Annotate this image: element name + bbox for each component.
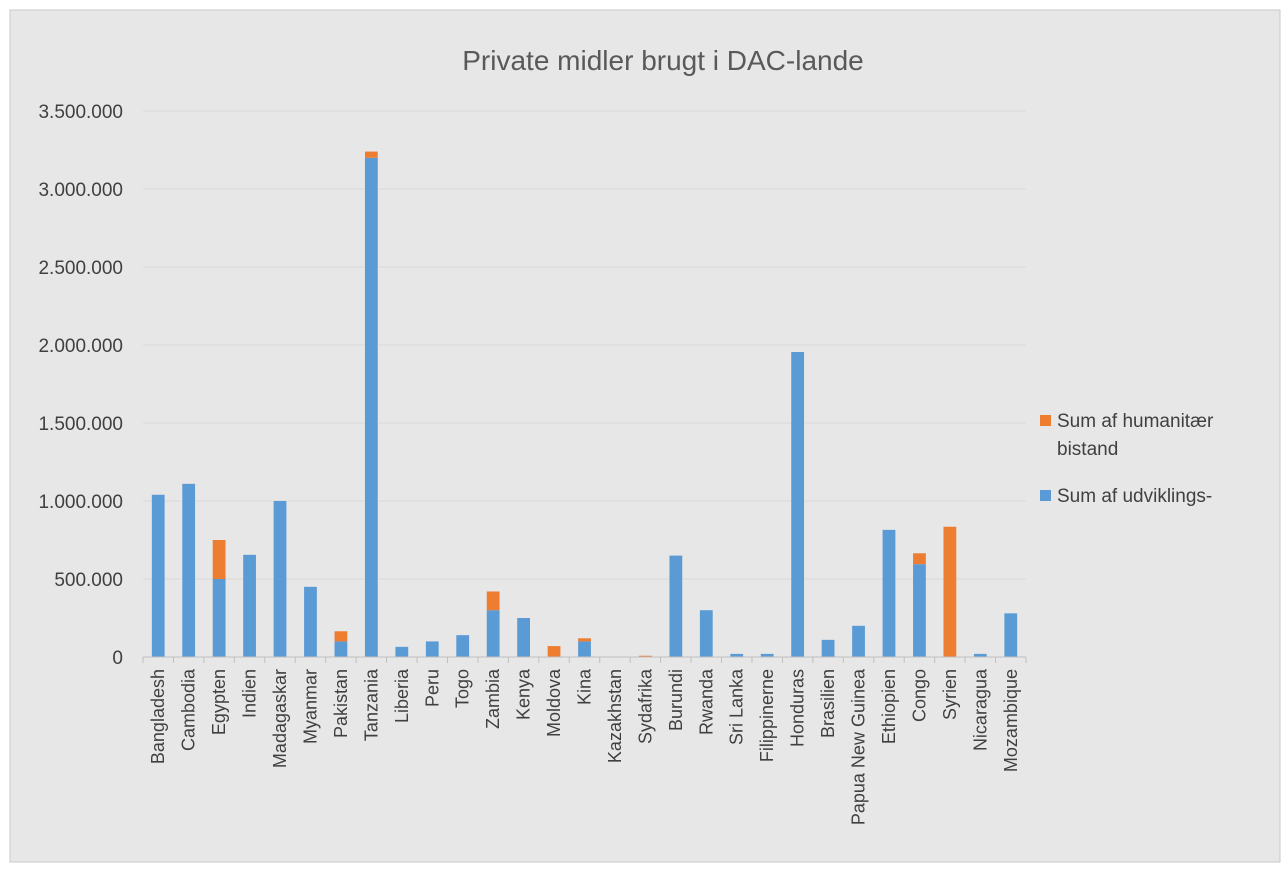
legend-label: bistand	[1057, 439, 1118, 460]
x-tick-label: Kazakhstan	[605, 669, 625, 763]
y-tick-label: 2.000.000	[38, 336, 123, 357]
bars	[151, 151, 1018, 658]
bar-udviklings-22	[821, 639, 835, 657]
x-axis-tick-labels: Bangladesh Cambodia Egypten Indien Madagaska…	[148, 668, 1021, 825]
bar-udviklings-9	[425, 641, 439, 657]
x-tick-label: Kina	[575, 668, 595, 705]
gridlines	[143, 110, 1026, 580]
bar-humanitaer-11	[486, 591, 500, 611]
x-tick-label: Indien	[240, 669, 260, 718]
bar-udviklings-5	[304, 586, 317, 657]
x-tick-label: Bangladesh	[148, 669, 168, 764]
x-tick-label: Papua New Guinea	[849, 668, 869, 825]
y-tick-label: 3.000.000	[38, 180, 123, 201]
x-tick-label: Egypten	[209, 669, 229, 735]
x-tick-label: Tanzania	[361, 668, 381, 741]
x-tick-label: Ethiopien	[879, 669, 899, 744]
x-tick-label: Filippinerne	[757, 669, 777, 762]
x-tick-label: Peru	[422, 669, 442, 707]
bar-udviklings-23	[852, 625, 865, 657]
x-tick-label: Pakistan	[331, 669, 351, 738]
bar-udviklings-20	[760, 653, 774, 657]
y-tick-label: 0	[112, 648, 123, 669]
y-tick-label: 2.500.000	[38, 258, 123, 279]
y-tick-label: 1.500.000	[38, 414, 123, 435]
bar-udviklings-7	[364, 157, 378, 658]
bar-udviklings-0	[151, 494, 165, 657]
legend-swatch	[1040, 490, 1051, 501]
bar-udviklings-12	[517, 618, 530, 657]
bar-udviklings-6	[334, 641, 348, 657]
bar-udviklings-4	[273, 501, 287, 657]
x-tick-label: Myanmar	[300, 669, 320, 744]
legend: Sum af humanitær bistand Sum af udviklings…	[1040, 411, 1214, 507]
x-tick-label: Zambia	[483, 668, 503, 729]
bar-udviklings-11	[486, 610, 500, 657]
legend-label: Sum af udviklings-	[1057, 486, 1212, 507]
y-tick-label: 3.500.000	[38, 102, 123, 123]
bar-humanitaer-26	[943, 526, 957, 657]
x-tick-label: Rwanda	[696, 668, 716, 735]
bar-humanitaer-7	[364, 151, 378, 158]
x-tick-label: Togo	[453, 669, 473, 708]
x-axis	[142, 656, 1027, 663]
chart-background	[9, 9, 1281, 863]
x-tick-label: Sydafrika	[635, 668, 655, 744]
x-tick-label: Sri Lanka	[727, 668, 747, 745]
legend-swatch	[1040, 415, 1051, 426]
bar-udviklings-25	[913, 564, 926, 657]
x-tick-label: Burundi	[666, 669, 686, 731]
x-tick-label: Brasilien	[818, 669, 838, 738]
bar-udviklings-28	[1004, 613, 1018, 657]
bar-humanitaer-2	[212, 540, 226, 579]
bar-udviklings-3	[243, 554, 256, 657]
x-tick-label: Moldova	[544, 668, 564, 737]
x-tick-label: Syrien	[940, 669, 960, 720]
x-tick-label: Congo	[909, 669, 929, 722]
chart-title: Private midler brugt i DAC-lande	[462, 45, 864, 76]
bar-udviklings-8	[395, 646, 409, 657]
bar-udviklings-1	[182, 483, 196, 657]
x-tick-label: Madagaskar	[270, 669, 290, 768]
bar-udviklings-17	[669, 555, 683, 657]
x-tick-label: Nicaragua	[970, 668, 990, 751]
y-tick-label: 1.000.000	[38, 492, 123, 513]
x-tick-label: Honduras	[788, 669, 808, 747]
bar-udviklings-24	[882, 529, 896, 657]
bar-udviklings-21	[791, 352, 805, 657]
x-tick-label: Liberia	[392, 668, 412, 723]
bar-udviklings-27	[973, 653, 987, 657]
bar-humanitaer-13	[547, 646, 561, 657]
x-tick-label: Cambodia	[179, 668, 199, 751]
x-tick-label: Mozambique	[1001, 669, 1021, 772]
x-tick-label: Kenya	[514, 668, 534, 720]
bar-udviklings-14	[578, 641, 591, 657]
y-tick-label: 500.000	[54, 570, 123, 591]
bar-udviklings-18	[699, 610, 713, 657]
bar-humanitaer-14	[578, 638, 591, 642]
bar-udviklings-2	[212, 579, 226, 657]
bar-udviklings-10	[456, 635, 470, 657]
bar-udviklings-19	[730, 653, 744, 657]
legend-label: Sum af humanitær	[1057, 411, 1214, 432]
bar-humanitaer-6	[334, 631, 348, 642]
bar-humanitaer-16	[639, 655, 652, 657]
y-axis-tick-labels: 0 500.000 1.000.000 1.500.000 2.000.000 2.500…	[38, 102, 123, 669]
bar-humanitaer-25	[913, 553, 926, 565]
